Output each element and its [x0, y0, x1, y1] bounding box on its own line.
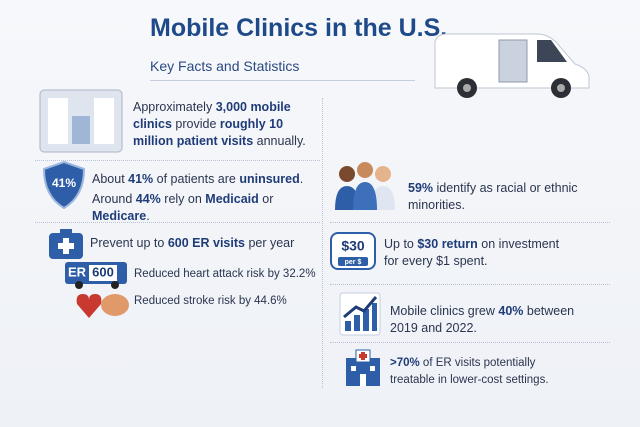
ambulance-icon: ER 600	[65, 262, 127, 289]
fact-segment: .	[299, 172, 304, 186]
fact-highlight: 3,000 mobile clinics	[133, 100, 291, 131]
fact-segment: rely on	[160, 192, 206, 206]
separator	[35, 160, 320, 161]
growth-chart-icon	[339, 292, 381, 336]
fact-segment: identify as racial or ethnic minorities.	[408, 181, 578, 212]
separator	[330, 342, 610, 343]
fact-highlight: Medicaid	[205, 192, 259, 206]
er-label: ER	[68, 264, 87, 279]
fact-highlight: >70%	[390, 357, 420, 369]
fact-highlight: 59%	[408, 181, 434, 195]
fact-segment: About	[92, 172, 129, 186]
fact-text: >70% of ER visits potentially treatable …	[390, 355, 560, 389]
fact-text: Mobile clinics grew 40% between 2019 and…	[390, 303, 580, 337]
fact-text: Reduced stroke risk by 44.6%	[134, 293, 324, 310]
roi-badge: $30 per $	[330, 232, 376, 270]
title-rule	[150, 80, 415, 81]
fact-segment: Mobile clinics grew	[390, 304, 499, 318]
uninsured-badge: 41%	[52, 176, 76, 190]
separator	[35, 222, 320, 223]
fact-segment: per year	[244, 236, 295, 250]
fact-segment: or	[258, 192, 274, 206]
fact-highlight: Medicare	[92, 209, 147, 223]
fact-highlight: 600 ER visits	[167, 236, 245, 250]
fact-segment: of ER visits potentially treatable in lo…	[390, 357, 549, 386]
fact-segment: Around	[92, 192, 136, 206]
fact-highlight: 41%	[128, 172, 154, 186]
medical-kit-icon	[49, 229, 83, 259]
fact-segment: provide	[171, 117, 220, 131]
fact-text: About 41% of patients are uninsured.	[92, 171, 322, 188]
subtitle: Key Facts and Statistics	[150, 58, 300, 74]
fact-segment: on investment for every $1 spent.	[384, 237, 560, 268]
fact-highlight: 44%	[135, 192, 161, 206]
separator	[330, 222, 610, 223]
fact-segment: .	[146, 209, 150, 223]
fact-text: Reduced heart attack risk by 32.2%	[134, 266, 324, 283]
hospital-icon	[346, 349, 380, 386]
fact-segment: Reduced heart attack risk by 32.2%	[134, 268, 316, 280]
people-icon	[335, 162, 395, 210]
fact-text: 59% identify as racial or ethnic minorit…	[408, 180, 578, 214]
fact-segment: annually.	[253, 134, 306, 148]
fact-text: Prevent up to 600 ER visits per year	[90, 235, 310, 252]
fact-highlight: $30 return	[417, 237, 478, 251]
shield-icon: 41%	[42, 160, 86, 210]
roi-amount: $30	[341, 238, 365, 254]
heart-brain-icon	[76, 294, 129, 318]
fact-highlight: 40%	[498, 304, 524, 318]
fact-text: Approximately 3,000 mobile clinics provi…	[133, 99, 313, 150]
van-illustration	[434, 33, 590, 98]
fact-segment: between 2019 and 2022.	[390, 304, 575, 335]
fact-text: Around 44% rely on Medicaid or Medicare.	[92, 191, 322, 225]
fact-segment: of patients are	[153, 172, 240, 186]
fact-segment: Reduced stroke risk by 44.6%	[134, 295, 287, 307]
fact-highlight: roughly 10 million patient visits	[133, 117, 284, 148]
fact-segment: Up to	[384, 237, 418, 251]
fact-segment: Approximately	[133, 100, 216, 114]
fact-highlight: uninsured	[239, 172, 300, 186]
fact-text: Up to $30 return on investment for every…	[384, 236, 564, 270]
column-divider	[322, 98, 323, 388]
er-count: 600	[92, 264, 114, 279]
roi-unit: per $	[345, 259, 362, 266]
fact-segment: Prevent up to	[90, 236, 168, 250]
clinic-interior-image	[39, 89, 123, 153]
title: Mobile Clinics in the U.S.	[150, 14, 448, 42]
separator	[330, 284, 610, 285]
